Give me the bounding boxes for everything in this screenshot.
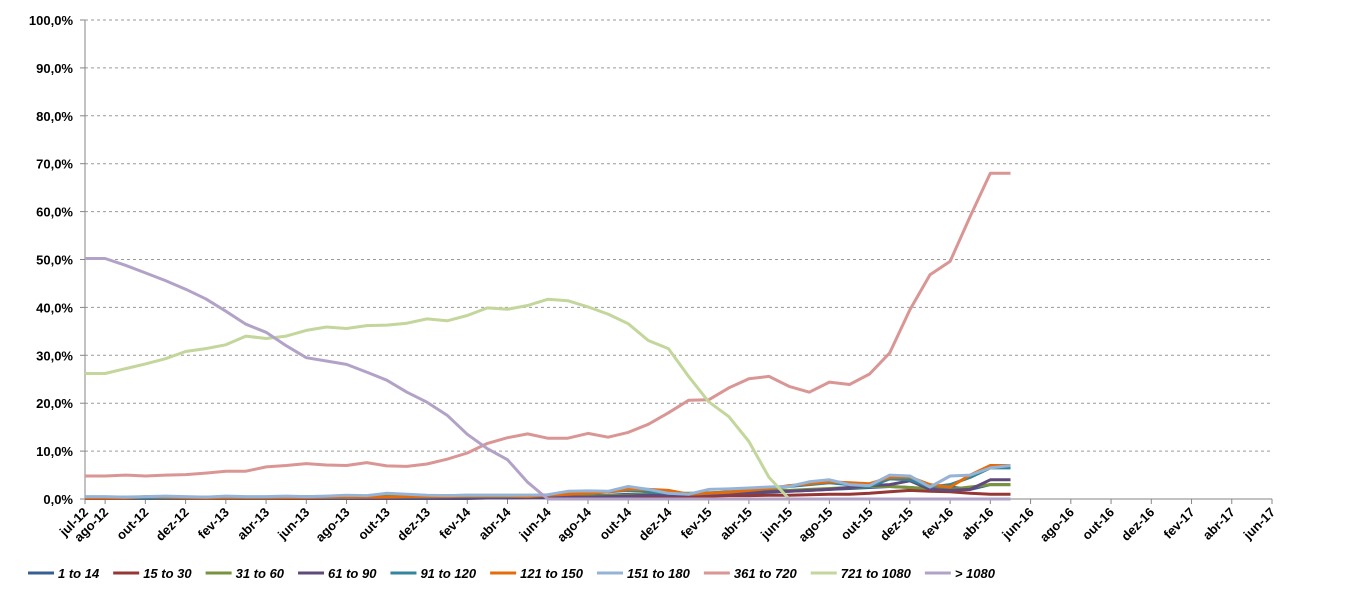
y-tick-label: 80,0% — [36, 109, 73, 124]
x-tick-label: dez-16 — [1118, 505, 1157, 544]
series-line — [85, 257, 1011, 501]
x-tick-label: ago-15 — [795, 505, 835, 545]
x-tick-label: abr-16 — [958, 505, 996, 543]
legend-label: 61 to 90 — [328, 566, 377, 581]
y-tick-label: 50,0% — [36, 253, 73, 268]
x-tick-label: fev-14 — [436, 504, 474, 542]
series-line — [85, 297, 1011, 501]
x-tick-label: out-13 — [355, 505, 393, 543]
x-tick-label: fev-15 — [678, 505, 715, 542]
y-tick-label: 60,0% — [36, 205, 73, 220]
x-tick-label: dez-13 — [394, 505, 433, 544]
legend-label: 121 to 150 — [520, 566, 584, 581]
x-tick-label: fev-13 — [195, 505, 232, 542]
x-tick-label: fev-16 — [919, 505, 956, 542]
x-tick-label: abr-15 — [717, 505, 755, 543]
legend-label: 15 to 30 — [143, 566, 192, 581]
series-line — [85, 464, 1011, 499]
x-tick-label: dez-12 — [152, 505, 191, 544]
x-tick-label: abr-13 — [234, 505, 272, 543]
x-tick-label: jun-15 — [757, 505, 795, 543]
x-tick-label: jun-17 — [1240, 505, 1278, 543]
y-tick-label: 90,0% — [36, 61, 73, 76]
x-tick-label: out-12 — [113, 505, 151, 543]
series-line — [85, 171, 1011, 478]
x-tick-label: out-16 — [1079, 505, 1117, 543]
y-tick-label: 20,0% — [36, 396, 73, 411]
x-tick-label: jun-13 — [274, 505, 312, 543]
y-tick-label: 100,0% — [29, 13, 74, 28]
legend-label: 1 to 14 — [58, 566, 100, 581]
x-tick-label: abr-17 — [1200, 505, 1238, 543]
x-tick-label: ago-14 — [554, 504, 595, 545]
y-tick-label: 70,0% — [36, 157, 73, 172]
y-tick-label: 40,0% — [36, 300, 73, 315]
legend-label: 151 to 180 — [627, 566, 691, 581]
x-tick-label: out-15 — [838, 505, 876, 543]
x-tick-label: abr-14 — [475, 504, 514, 543]
legend-label: 31 to 60 — [236, 566, 285, 581]
x-tick-label: jun-14 — [515, 504, 554, 543]
x-tick-label: ago-13 — [312, 505, 352, 545]
legend-label: 361 to 720 — [734, 566, 798, 581]
y-tick-label: 0,0% — [43, 492, 73, 507]
legend-label: 91 to 120 — [420, 566, 476, 581]
legend-label: > 1080 — [955, 566, 996, 581]
x-tick-label: jun-16 — [998, 505, 1036, 543]
x-tick-label: fev-17 — [1160, 505, 1197, 542]
y-tick-label: 10,0% — [36, 444, 73, 459]
legend-label: 721 to 1080 — [841, 566, 912, 581]
x-tick-label: dez-15 — [877, 505, 916, 544]
x-tick-label: out-14 — [596, 504, 635, 543]
y-tick-label: 30,0% — [36, 348, 73, 363]
x-tick-label: dez-14 — [635, 504, 675, 544]
legend: 1 to 14 15 to 30 31 to 60 61 to 90 91 to 120… — [28, 566, 996, 581]
x-tick-label: ago-16 — [1037, 505, 1077, 545]
